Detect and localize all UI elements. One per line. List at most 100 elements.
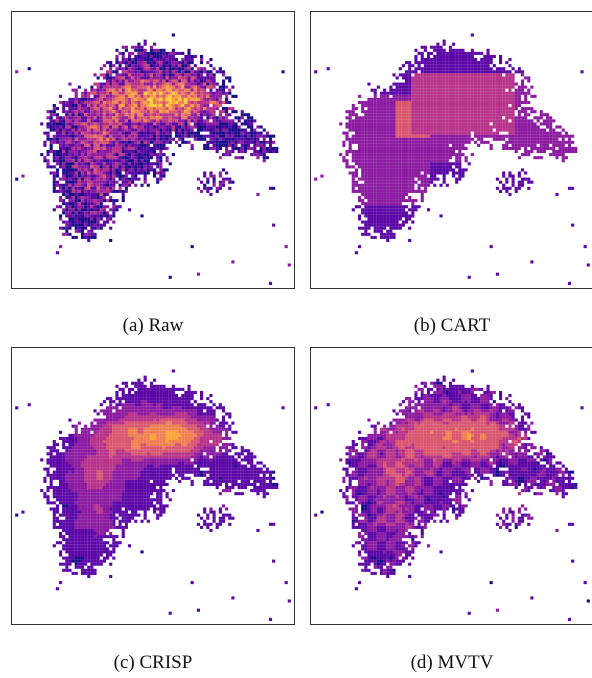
heatmap-cell (102, 186, 106, 190)
heatmap-cell (106, 82, 110, 86)
heatmap-cell (395, 150, 399, 154)
heatmap-cell (106, 397, 110, 401)
heatmap-cell (489, 85, 493, 89)
heatmap-cell (209, 110, 213, 114)
heatmap-cell (561, 134, 565, 138)
heatmap-cell (102, 205, 106, 209)
heatmap-cell (90, 146, 94, 150)
heatmap-cell (143, 100, 147, 104)
heatmap-cell (165, 104, 169, 108)
heatmap-cell (423, 94, 427, 98)
heatmap-cell (417, 76, 421, 80)
heatmap-cell (250, 119, 254, 123)
heatmap-cell (118, 88, 122, 92)
heatmap-cell (206, 73, 210, 77)
heatmap-cell (417, 159, 421, 163)
heatmap-cell (411, 100, 415, 104)
heatmap-cell (106, 140, 110, 144)
heatmap-cell (209, 85, 213, 89)
heatmap-cell (221, 406, 226, 410)
heatmap-cell (464, 79, 468, 83)
heatmap-cell (212, 137, 216, 141)
heatmap-cell (250, 128, 254, 132)
heatmap-cell (417, 165, 421, 169)
heatmap-cell (140, 409, 144, 413)
heatmap-cell (153, 116, 157, 120)
heatmap-cell (408, 134, 412, 138)
heatmap-cell (524, 110, 528, 114)
heatmap-cell (200, 137, 204, 141)
heatmap-cell (77, 168, 81, 172)
heatmap-cell (137, 378, 141, 382)
heatmap-cell (467, 82, 471, 86)
heatmap-cell (80, 125, 85, 129)
heatmap-cell (112, 97, 116, 101)
heatmap-cell (99, 418, 103, 422)
heatmap-cell (367, 180, 371, 184)
heatmap-cell (395, 137, 399, 141)
heatmap-cell (59, 146, 63, 150)
heatmap-cell (373, 223, 377, 227)
heatmap-cell (489, 146, 493, 150)
heatmap-cell (376, 116, 380, 120)
heatmap-cell (77, 128, 81, 132)
heatmap-cell (149, 104, 153, 108)
heatmap-cell (162, 409, 166, 413)
heatmap-cell (411, 205, 415, 209)
heatmap-cell (99, 88, 103, 92)
heatmap-cell (121, 174, 125, 178)
heatmap-cell (140, 54, 144, 58)
heatmap-cell (121, 88, 125, 92)
heatmap-cell (68, 165, 72, 169)
heatmap-cell (505, 94, 509, 98)
heatmap-cell (221, 134, 226, 138)
heatmap-cell (221, 143, 226, 147)
heatmap-cell (499, 180, 503, 184)
heatmap-cell (127, 400, 132, 404)
heatmap-cell (59, 143, 63, 147)
heatmap-cell (354, 131, 358, 135)
heatmap-cell (492, 119, 496, 123)
heatmap-cell (162, 128, 166, 132)
heatmap-cell (118, 171, 122, 175)
heatmap-cell (99, 196, 103, 200)
heatmap-cell (181, 107, 185, 111)
heatmap-cell (408, 113, 412, 117)
heatmap-cell (115, 128, 119, 132)
heatmap-cell (439, 137, 443, 141)
heatmap-cell (84, 189, 88, 193)
heatmap-cell (121, 61, 125, 65)
heatmap-cell (445, 94, 449, 98)
heatmap-cell (146, 409, 150, 413)
heatmap-cell (401, 64, 405, 68)
heatmap-cell (467, 134, 471, 138)
heatmap-cell (495, 186, 499, 190)
heatmap-cell (442, 171, 446, 175)
heatmap-cell (370, 162, 374, 166)
heatmap-cell (345, 131, 349, 135)
heatmap-cell (80, 128, 85, 132)
heatmap-cell (127, 180, 132, 184)
heatmap-cell (408, 70, 412, 74)
heatmap-cell (146, 94, 150, 98)
heatmap-cell (455, 76, 459, 80)
heatmap-cell (430, 140, 434, 144)
heatmap-cell (96, 91, 100, 95)
heatmap-cell (221, 70, 226, 74)
heatmap-cell (96, 205, 100, 209)
heatmap-cell (527, 107, 531, 111)
heatmap-cell (84, 110, 88, 114)
heatmap-cell (115, 116, 119, 120)
heatmap-cell (121, 128, 125, 132)
heatmap-cell (370, 223, 374, 227)
heatmap-cell (401, 165, 405, 169)
heatmap-cell (174, 94, 179, 98)
heatmap-cell (121, 156, 125, 160)
heatmap-cell (392, 189, 396, 193)
heatmap-cell (162, 91, 166, 95)
heatmap-cell (423, 122, 427, 126)
heatmap-cell (234, 140, 238, 144)
heatmap-cell (174, 79, 179, 83)
heatmap-cell (458, 58, 462, 62)
heatmap-cell (364, 153, 368, 157)
